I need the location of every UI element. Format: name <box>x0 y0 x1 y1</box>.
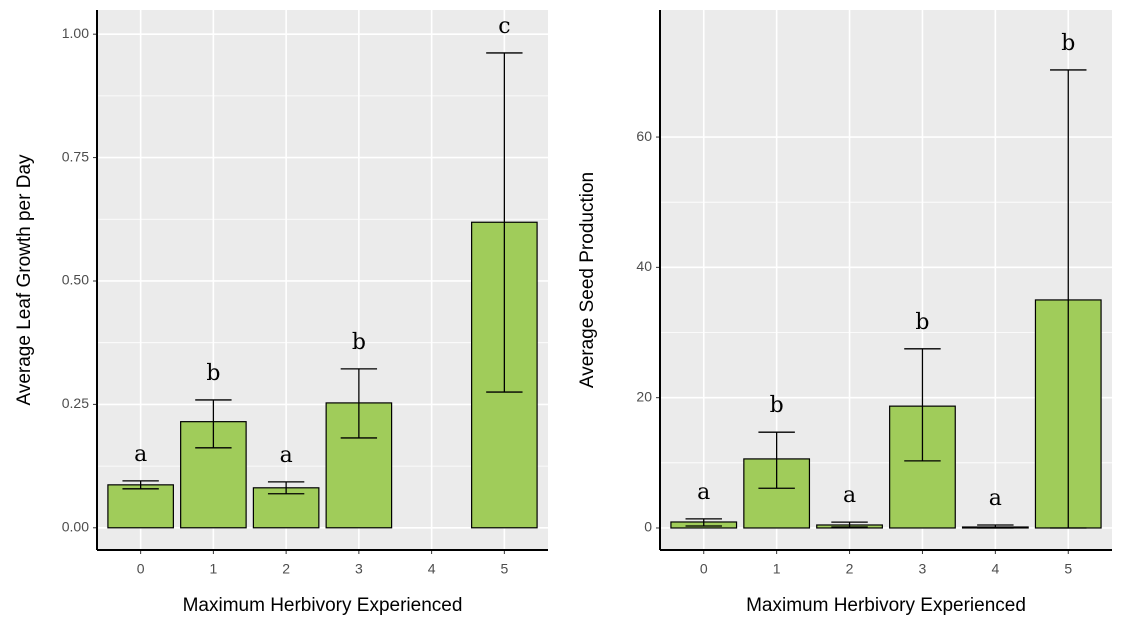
x-tick-label: 1 <box>773 561 781 577</box>
x-tick-label: 2 <box>282 561 290 577</box>
x-tick-label: 5 <box>500 561 508 577</box>
y-tick-label: 1.00 <box>62 25 89 41</box>
significance-letter: c <box>498 14 510 39</box>
y-tick-label: 0.50 <box>62 272 89 288</box>
x-tick-label: 4 <box>428 561 436 577</box>
significance-letter: b <box>915 310 929 335</box>
x-tick-label: 4 <box>991 561 999 577</box>
x-tick-label: 1 <box>209 561 217 577</box>
significance-letter: b <box>206 361 220 386</box>
x-tick-label: 3 <box>919 561 927 577</box>
y-tick-label: 60 <box>636 128 652 144</box>
y-tick-label: 0.75 <box>62 148 89 164</box>
y-tick-label: 40 <box>636 258 652 274</box>
bar <box>107 484 174 529</box>
y-tick-label: 20 <box>636 388 652 404</box>
x-tick-label: 5 <box>1064 561 1072 577</box>
x-axis-title: Maximum Herbivory Experienced <box>746 595 1026 616</box>
significance-letter: b <box>1061 31 1075 56</box>
significance-letter: a <box>843 483 856 508</box>
y-tick-label: 0.25 <box>62 395 89 411</box>
significance-letter: a <box>989 486 1002 511</box>
significance-letter: a <box>280 443 293 468</box>
x-tick-label: 0 <box>137 561 145 577</box>
y-tick-label: 0.00 <box>62 518 89 534</box>
x-tick-label: 2 <box>846 561 854 577</box>
significance-letter: a <box>134 442 147 467</box>
x-tick-label: 0 <box>700 561 708 577</box>
significance-letter: a <box>697 480 710 505</box>
y-tick-label: 0 <box>644 519 652 535</box>
significance-letter: b <box>352 330 366 355</box>
y-axis-title: Average Seed Production <box>577 172 598 388</box>
x-axis-title: Maximum Herbivory Experienced <box>183 595 463 616</box>
x-tick-label: 3 <box>355 561 363 577</box>
significance-letter: b <box>770 393 784 418</box>
bar <box>252 487 320 529</box>
y-axis-title: Average Leaf Growth per Day <box>14 154 35 406</box>
